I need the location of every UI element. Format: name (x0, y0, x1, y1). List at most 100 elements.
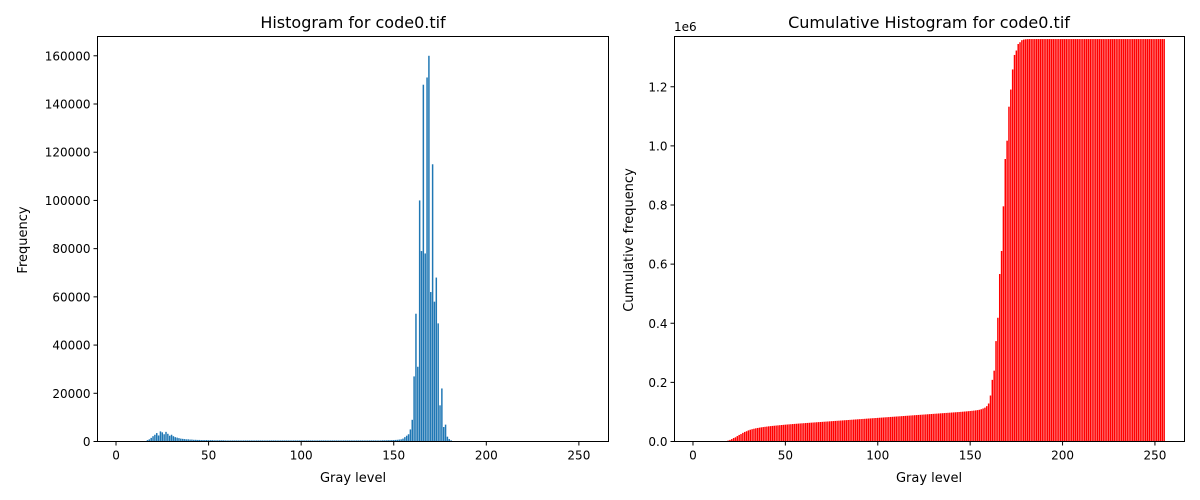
bar-54 (792, 424, 794, 442)
bar-135 (365, 440, 367, 442)
bar-251 (1156, 39, 1158, 442)
bar-84 (270, 440, 273, 442)
bar-110 (895, 416, 897, 442)
histogram-title: Histogram for code0.tif (260, 13, 446, 32)
y-tick-label: 0.8 (648, 199, 667, 213)
bar-201 (1063, 39, 1066, 442)
bar-25 (738, 434, 740, 442)
bar-163 (993, 370, 995, 442)
bar-108 (315, 440, 317, 442)
bar-26 (163, 434, 165, 442)
bar-77 (257, 440, 260, 442)
bar-163 (417, 366, 419, 442)
bar-243 (1141, 39, 1143, 442)
bar-210 (1080, 39, 1082, 442)
bar-21 (731, 439, 733, 442)
bar-93 (864, 418, 866, 442)
bar-168 (1002, 206, 1005, 442)
bar-47 (202, 440, 204, 442)
bar-117 (908, 415, 910, 442)
bar-52 (788, 424, 790, 442)
x-tick-label: 0 (689, 449, 697, 463)
bar-30 (747, 430, 750, 442)
bar-59 (224, 440, 226, 442)
bar-65 (812, 422, 814, 442)
bar-137 (945, 412, 947, 442)
bar-38 (185, 439, 188, 442)
bar-151 (971, 410, 973, 442)
bar-63 (808, 422, 811, 442)
bar-173 (1011, 69, 1014, 442)
bar-141 (952, 412, 955, 442)
bar-31 (172, 436, 175, 442)
bar-130 (932, 413, 934, 442)
y-tick-label: 100000 (45, 194, 91, 208)
bar-119 (912, 415, 914, 442)
bar-83 (845, 420, 848, 442)
bar-91 (283, 440, 286, 442)
bar-114 (902, 416, 905, 442)
bar-82 (267, 440, 269, 442)
bar-32 (751, 429, 753, 442)
bar-229 (1115, 39, 1117, 442)
bar-74 (828, 421, 831, 442)
bar-221 (1100, 39, 1103, 442)
bar-69 (819, 421, 822, 442)
bar-36 (181, 438, 184, 442)
bar-104 (884, 417, 886, 442)
y-tick-label: 0.2 (648, 376, 667, 390)
y-tick-label: 120000 (45, 146, 91, 160)
bar-200 (1061, 39, 1064, 442)
bar-177 (442, 427, 445, 442)
bar-205 (1071, 39, 1073, 442)
bar-235 (1126, 39, 1128, 442)
bar-185 (1034, 39, 1036, 442)
bar-61 (228, 440, 230, 442)
bar-162 (415, 313, 417, 442)
bar-191 (1045, 39, 1047, 442)
bar-226 (1109, 39, 1112, 442)
bar-227 (1111, 39, 1114, 442)
bar-73 (250, 440, 252, 442)
bar-140 (950, 412, 953, 442)
x-tick-label: 250 (567, 449, 590, 463)
bar-101 (302, 440, 304, 442)
bar-228 (1113, 39, 1116, 442)
bar-43 (194, 439, 197, 442)
bar-68 (241, 440, 243, 442)
bar-95 (867, 418, 870, 442)
bar-25 (161, 432, 164, 442)
bar-180 (1024, 39, 1027, 442)
bar-215 (1089, 39, 1091, 442)
bar-234 (1124, 39, 1127, 442)
bar-207 (1074, 39, 1077, 442)
bar-214 (1087, 39, 1090, 442)
bar-166 (998, 274, 1001, 442)
bar-28 (167, 433, 169, 442)
bar-88 (854, 419, 857, 442)
bar-36 (758, 427, 761, 442)
y-tick-label: 0 (83, 435, 91, 449)
bar-27 (165, 431, 167, 442)
bar-142 (378, 440, 380, 442)
y-tick-label: 0.4 (648, 317, 667, 331)
bar-72 (248, 440, 251, 442)
histogram-y-axis-label: Frequency (16, 206, 31, 273)
bar-169 (1004, 159, 1006, 442)
bar-219 (1096, 39, 1099, 442)
bar-134 (363, 440, 365, 442)
bar-34 (755, 428, 757, 442)
bar-132 (359, 440, 362, 442)
bar-106 (888, 417, 890, 442)
bar-197 (1056, 39, 1058, 442)
bar-135 (941, 413, 944, 442)
bar-61 (804, 423, 807, 442)
bar-158 (407, 434, 410, 442)
bar-96 (293, 440, 295, 442)
bar-24 (159, 431, 162, 442)
bar-172 (433, 301, 436, 442)
bar-172 (1010, 89, 1012, 442)
bar-125 (923, 414, 925, 442)
bar-81 (265, 440, 267, 442)
